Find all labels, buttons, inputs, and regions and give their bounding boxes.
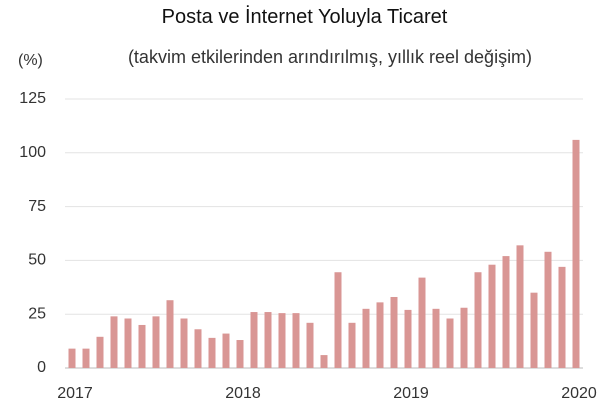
- bar: [222, 333, 230, 368]
- x-tick-label: 2018: [225, 385, 261, 402]
- bar: [236, 340, 244, 368]
- bar: [530, 292, 538, 368]
- bar: [390, 296, 398, 368]
- bar: [572, 139, 580, 368]
- bar: [516, 245, 524, 368]
- y-axis-label: (%): [18, 52, 43, 69]
- bar: [432, 308, 440, 368]
- bar: [334, 272, 342, 368]
- bar: [208, 337, 216, 368]
- chart-subtitle: (takvim etkilerinden arındırılmış, yıllı…: [127, 47, 533, 67]
- bar: [446, 318, 454, 368]
- bar: [376, 302, 384, 368]
- bar: [138, 324, 146, 368]
- bar: [418, 277, 426, 368]
- bar: [558, 266, 566, 368]
- bar: [152, 316, 160, 368]
- y-tick-label: 50: [28, 252, 46, 269]
- chart-title: Posta ve İnternet Yoluyla Ticaret: [161, 6, 448, 28]
- bar: [194, 329, 202, 368]
- bar: [110, 316, 118, 368]
- bar: [320, 355, 328, 368]
- bar: [404, 309, 412, 368]
- bar: [250, 312, 258, 368]
- y-tick-label: 125: [19, 90, 46, 107]
- bar: [474, 272, 482, 368]
- bar: [502, 256, 510, 368]
- bar: [96, 336, 104, 368]
- x-tick-label: 2017: [57, 385, 93, 402]
- bar: [348, 322, 356, 368]
- bar: [68, 348, 76, 368]
- bar: [82, 348, 90, 368]
- y-tick-label: 75: [28, 198, 46, 215]
- x-tick-label: 2020: [561, 385, 597, 402]
- y-tick-label: 100: [19, 144, 46, 161]
- bar: [460, 307, 468, 368]
- bar: [180, 318, 188, 368]
- bar: [544, 251, 552, 368]
- y-tick-label: 25: [28, 305, 46, 322]
- bar: [264, 312, 272, 368]
- y-tick-label: 0: [37, 359, 46, 376]
- bar: [124, 318, 132, 368]
- bar: [292, 313, 300, 368]
- bar: [362, 308, 370, 368]
- bar: [166, 300, 174, 368]
- bar: [278, 313, 286, 368]
- bar: [488, 264, 496, 368]
- x-tick-label: 2019: [393, 385, 429, 402]
- bar: [306, 322, 314, 368]
